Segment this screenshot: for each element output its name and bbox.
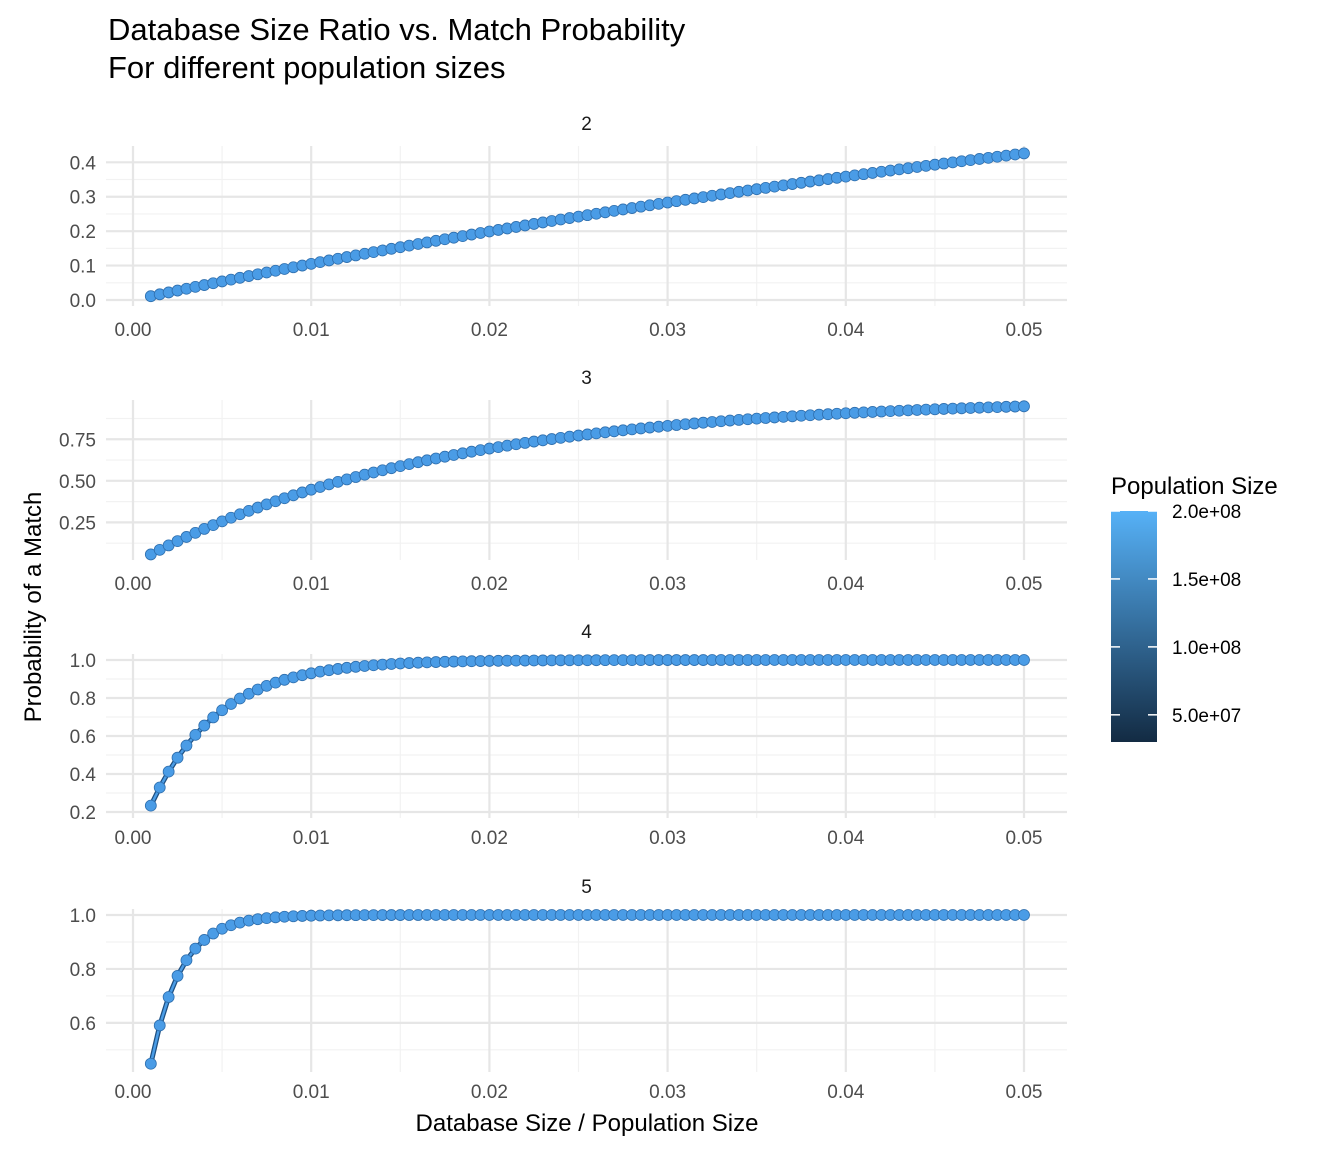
x-axis-title: Database Size / Population Size	[416, 1110, 759, 1137]
data-point	[1018, 909, 1030, 921]
facet-strip-label: 5	[581, 877, 592, 898]
legend-colorbar	[1111, 511, 1157, 742]
facet-panel-5: 5 0.6 0.8 1.0 0.00 0.01 0.02 0.03 0.04 0.05	[70, 877, 1067, 1103]
facet-strip-label: 2	[581, 114, 592, 135]
legend-title: Population Size	[1111, 473, 1278, 500]
x-tick-label: 0.02	[471, 828, 508, 849]
data-point	[225, 698, 237, 710]
y-tick-label: 0.2	[70, 222, 96, 243]
data-point	[162, 765, 175, 778]
x-tick-label: 0.02	[471, 574, 508, 595]
x-tick-label: 0.05	[1006, 574, 1043, 595]
legend-tick-label: 1.5e+08	[1172, 570, 1241, 591]
x-tick-label: 0.01	[293, 1082, 330, 1103]
data-point	[180, 739, 193, 752]
y-tick-label: 0.75	[59, 430, 96, 451]
x-tick-label: 0.03	[649, 320, 686, 341]
x-tick-label: 0.00	[115, 574, 152, 595]
facet-panel-4: 4 0.2 0.4 0.6 0.8 1.0 0.00 0.01 0.02 0.03 0.04 0.05	[70, 622, 1067, 849]
y-tick-label: 0.8	[70, 689, 96, 710]
data-point	[144, 799, 157, 812]
y-tick-label: 0.25	[59, 513, 96, 534]
x-tick-label: 0.05	[1006, 1082, 1043, 1103]
x-tick-label: 0.05	[1006, 828, 1043, 849]
y-tick-label: 1.0	[70, 906, 96, 927]
x-tick-label: 0.04	[827, 574, 864, 595]
data-point	[153, 1019, 166, 1032]
y-axis-title: Probability of a Match	[20, 492, 47, 723]
y-tick-label: 0.50	[59, 472, 96, 493]
facet-panel-3: 3 0.25 0.50 0.75 0.00 0.01 0.02 0.03 0.04 0.05	[59, 368, 1067, 595]
y-tick-label: 0.2	[70, 803, 96, 824]
y-tick-label: 0.8	[70, 960, 96, 981]
series-line-shadow	[148, 912, 1024, 1065]
y-tick-label: 0.1	[70, 257, 96, 278]
data-point	[216, 704, 229, 717]
data-point	[1018, 147, 1030, 160]
x-tick-label: 0.00	[115, 828, 152, 849]
color-legend: Population Size 2.0e+08 1.5e+08 1.0e+08 5.0…	[1111, 473, 1278, 742]
legend-tick-label: 2.0e+08	[1172, 502, 1241, 523]
facet-panel-2: 2 0.0 0.1 0.2 0.3 0.4 0.00 0.01 0.02 0.03 0.04 0.05	[70, 114, 1067, 341]
data-point	[198, 719, 211, 732]
series-line	[149, 913, 1024, 1065]
data-point	[207, 711, 220, 724]
data-point	[153, 781, 166, 794]
y-tick-label: 0.3	[70, 188, 96, 209]
x-tick-label: 0.03	[649, 574, 686, 595]
y-tick-label: 0.6	[70, 727, 96, 748]
data-point	[198, 934, 211, 946]
x-tick-label: 0.00	[115, 1082, 152, 1103]
y-tick-label: 0.0	[70, 291, 96, 312]
y-tick-label: 0.6	[70, 1014, 96, 1035]
facet-strip-label: 4	[581, 622, 592, 643]
x-tick-label: 0.02	[471, 320, 508, 341]
x-tick-label: 0.02	[471, 1082, 508, 1103]
x-tick-label: 0.04	[827, 828, 864, 849]
data-point	[144, 1057, 157, 1070]
x-tick-label: 0.03	[649, 828, 686, 849]
y-tick-label: 1.0	[70, 651, 96, 672]
facet-panels: 2 0.0 0.1 0.2 0.3 0.4 0.00 0.01 0.02 0.03 0.04 0.05…	[59, 114, 1067, 1103]
legend-tick-label: 1.0e+08	[1172, 638, 1241, 659]
facet-strip-label: 3	[581, 368, 592, 389]
chart-title: Database Size Ratio vs. Match Probabilit…	[108, 12, 686, 47]
x-tick-label: 0.01	[293, 574, 330, 595]
x-tick-label: 0.03	[649, 1082, 686, 1103]
x-tick-label: 0.01	[293, 320, 330, 341]
data-point	[162, 991, 175, 1003]
x-tick-label: 0.04	[827, 320, 864, 341]
data-point	[171, 970, 184, 982]
x-tick-label: 0.04	[827, 1082, 864, 1103]
y-tick-label: 0.4	[70, 153, 97, 174]
data-point	[171, 751, 184, 764]
x-tick-label: 0.01	[293, 828, 330, 849]
data-point	[1018, 654, 1030, 666]
data-point	[180, 954, 193, 967]
legend-tick-label: 5.0e+07	[1172, 706, 1241, 727]
x-tick-label: 0.00	[115, 320, 152, 341]
data-point	[189, 728, 202, 741]
y-tick-label: 0.4	[70, 765, 97, 786]
data-point	[189, 942, 202, 955]
chart-subtitle: For different population sizes	[108, 50, 506, 85]
data-point	[1018, 400, 1030, 413]
x-tick-label: 0.05	[1006, 320, 1043, 341]
